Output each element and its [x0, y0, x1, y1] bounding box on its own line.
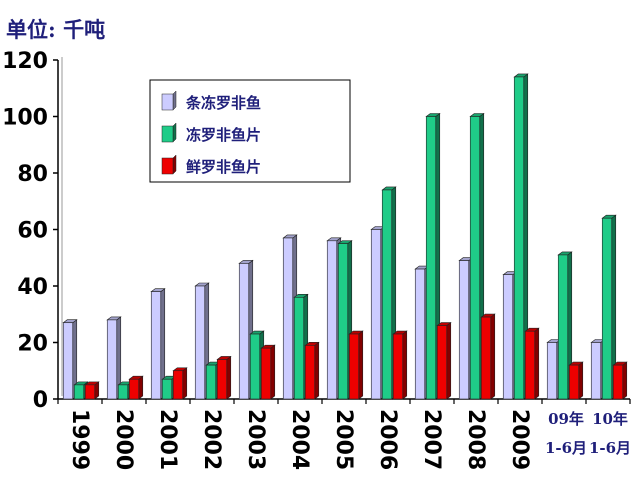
bar-1-1999 [62, 319, 78, 400]
bar-3-2002 [216, 355, 232, 400]
bar-3-2008 [480, 313, 496, 400]
y-tick-label: 120 [2, 49, 48, 74]
bar-3-2007 [436, 321, 452, 400]
bar-3-2005 [348, 330, 364, 400]
bar-3-1999 [84, 381, 100, 400]
x-tick-label: 2003 [243, 409, 268, 470]
legend-label: 冻罗非鱼片 [186, 126, 261, 144]
y-tick-label: 40 [17, 275, 48, 300]
x-tick-label: 2007 [419, 409, 444, 470]
x-tick-label: 2002 [199, 409, 224, 470]
bar-3-10年-1-6月 [612, 361, 628, 400]
legend-label: 鲜罗非鱼片 [186, 158, 261, 176]
legend-box [149, 79, 351, 183]
bar-3-2004 [304, 341, 320, 400]
legend-swatch [161, 157, 174, 175]
y-axis-ticks: 0 20 40 60 80 100 120 [2, 49, 58, 413]
y-tick-label: 80 [17, 162, 48, 187]
x-tick-label: 2001 [155, 409, 180, 470]
bar-1-2000 [106, 316, 122, 400]
y-tick-label: 0 [33, 388, 48, 413]
y-tick-label: 100 [2, 106, 48, 131]
legend-item: 条冻罗非鱼 [161, 90, 261, 112]
bar-3-2009 [524, 327, 540, 400]
x-tick-label: 2000 [111, 409, 136, 470]
chart-bars [62, 73, 628, 400]
unit-label: 单位: 千吨 [6, 17, 106, 42]
bar-3-2006 [392, 330, 408, 400]
legend-item: 冻罗非鱼片 [161, 122, 261, 144]
x-tick-label: 2005 [331, 409, 356, 470]
x-tick-label: 2009 [507, 409, 532, 470]
x-tick-label: 1999 [67, 409, 92, 470]
legend-item: 鲜罗非鱼片 [161, 154, 261, 176]
x-tick-label: 2006 [375, 409, 400, 470]
x-tick-label: 09年 1-6月 [545, 410, 587, 457]
bar-3-2000 [128, 375, 144, 400]
legend-label: 条冻罗非鱼 [185, 94, 261, 112]
y-tick-label: 20 [17, 332, 48, 357]
bar-3-2001 [172, 367, 188, 400]
x-axis-ticks: 1999 2000 2001 2002 2003 2004 2005 2006 2007 2008… [57, 399, 631, 470]
x-tick-label: 2008 [463, 409, 488, 470]
x-tick-label: 2004 [287, 409, 312, 470]
legend-swatch [161, 125, 174, 143]
bar-1-2001 [150, 288, 166, 400]
legend-swatch [161, 93, 174, 111]
x-tick-label: 10年 1-6月 [589, 410, 631, 457]
bar-3-2003 [260, 344, 276, 400]
bar-2-09年-1-6月 [557, 251, 573, 400]
bar-3-09年-1-6月 [568, 361, 584, 400]
y-tick-label: 60 [17, 219, 48, 244]
